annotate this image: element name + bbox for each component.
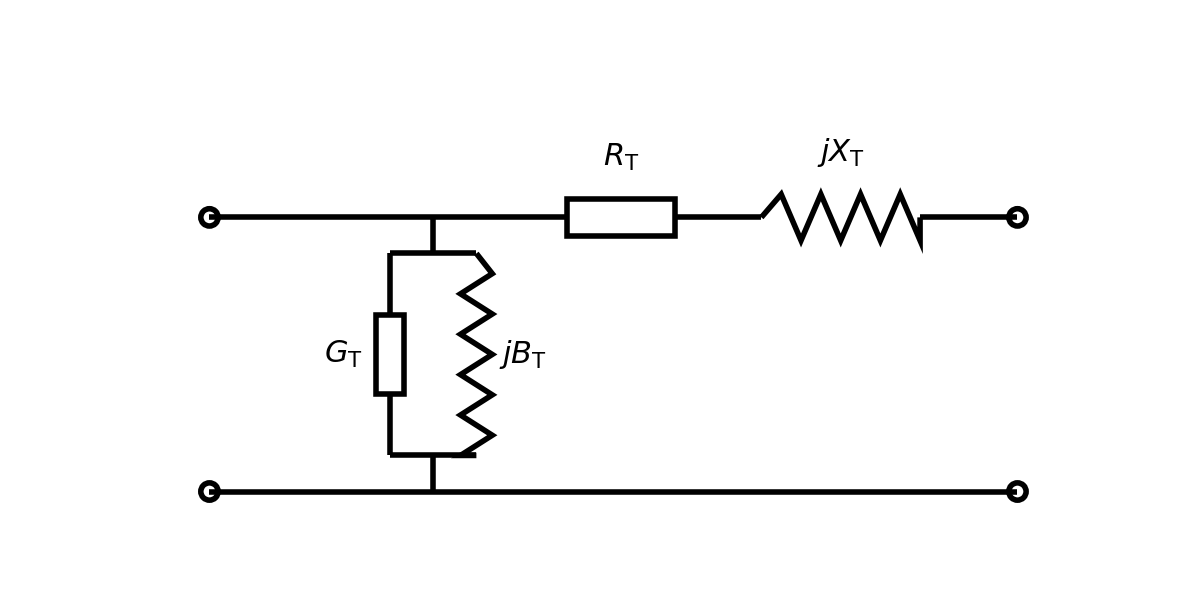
Text: $jB_{\rm T}$: $jB_{\rm T}$ (499, 338, 547, 371)
Bar (376, 315, 403, 394)
Text: $R_{\rm T}$: $R_{\rm T}$ (602, 143, 639, 174)
Text: $jX_{\rm T}$: $jX_{\rm T}$ (816, 136, 864, 169)
Text: $G_{\rm T}$: $G_{\rm T}$ (323, 339, 363, 370)
Bar (566, 199, 675, 236)
